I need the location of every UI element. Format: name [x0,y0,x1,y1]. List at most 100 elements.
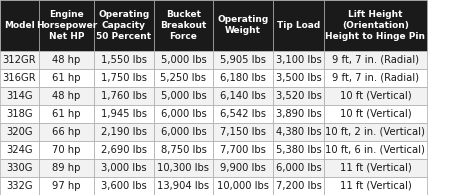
Bar [94,105,154,123]
Bar [324,105,427,123]
Text: Tip Load: Tip Load [277,21,320,30]
Bar [273,123,324,141]
Bar [213,141,273,159]
Text: 89 hp: 89 hp [52,163,81,173]
Bar [39,123,94,141]
Text: 1,750 lbs: 1,750 lbs [100,73,147,83]
Text: 61 hp: 61 hp [52,73,81,83]
Bar [94,0,154,51]
Text: 10 ft, 6 in. (Vertical): 10 ft, 6 in. (Vertical) [326,145,425,155]
Text: 2,190 lbs: 2,190 lbs [100,127,147,137]
Text: 3,500 lbs: 3,500 lbs [276,73,321,83]
Text: 66 hp: 66 hp [52,127,81,137]
Text: 70 hp: 70 hp [52,145,81,155]
Bar [213,87,273,105]
Text: 3,890 lbs: 3,890 lbs [276,109,321,119]
Bar [39,87,94,105]
Bar [324,0,427,51]
Text: 3,100 lbs: 3,100 lbs [276,55,321,65]
Bar [324,69,427,87]
Bar [39,51,94,69]
Text: 1,945 lbs: 1,945 lbs [100,109,147,119]
Text: 9 ft, 7 in. (Radial): 9 ft, 7 in. (Radial) [332,73,419,83]
Bar [39,69,94,87]
Text: 9 ft, 7 in. (Radial): 9 ft, 7 in. (Radial) [332,55,419,65]
Bar [273,0,324,51]
Bar [324,123,427,141]
Text: 10,300 lbs: 10,300 lbs [157,163,210,173]
Bar [154,159,213,177]
Bar [39,159,94,177]
Bar [154,177,213,195]
Bar [0,105,39,123]
Text: 6,000 lbs: 6,000 lbs [161,109,206,119]
Text: 318G: 318G [6,109,33,119]
Bar [154,51,213,69]
Text: 7,150 lbs: 7,150 lbs [220,127,266,137]
Text: 1,550 lbs: 1,550 lbs [100,55,147,65]
Bar [94,123,154,141]
Text: 9,900 lbs: 9,900 lbs [220,163,266,173]
Text: 5,905 lbs: 5,905 lbs [220,55,266,65]
Bar [0,177,39,195]
Text: 320G: 320G [6,127,33,137]
Text: 10 ft (Vertical): 10 ft (Vertical) [339,109,411,119]
Bar [154,87,213,105]
Bar [154,123,213,141]
Text: 8,750 lbs: 8,750 lbs [161,145,206,155]
Text: 330G: 330G [6,163,33,173]
Text: 3,520 lbs: 3,520 lbs [276,91,321,101]
Bar [94,159,154,177]
Bar [324,159,427,177]
Text: Engine
Horsepower
Net HP: Engine Horsepower Net HP [36,10,97,41]
Text: 48 hp: 48 hp [52,91,81,101]
Bar [39,105,94,123]
Text: 332G: 332G [6,181,33,191]
Bar [94,69,154,87]
Text: 3,000 lbs: 3,000 lbs [101,163,146,173]
Bar [0,0,39,51]
Bar [0,51,39,69]
Bar [324,51,427,69]
Text: 2,690 lbs: 2,690 lbs [100,145,147,155]
Text: 5,250 lbs: 5,250 lbs [160,73,207,83]
Bar [324,177,427,195]
Bar [39,0,94,51]
Bar [213,0,273,51]
Text: 1,760 lbs: 1,760 lbs [100,91,147,101]
Text: 11 ft (Vertical): 11 ft (Vertical) [339,181,411,191]
Text: 97 hp: 97 hp [52,181,81,191]
Text: 4,380 lbs: 4,380 lbs [276,127,321,137]
Text: 312GR: 312GR [3,55,36,65]
Bar [94,141,154,159]
Text: Bucket
Breakout
Force: Bucket Breakout Force [160,10,207,41]
Text: 10 ft, 2 in. (Vertical): 10 ft, 2 in. (Vertical) [326,127,425,137]
Bar [213,105,273,123]
Text: 6,542 lbs: 6,542 lbs [220,109,266,119]
Bar [273,105,324,123]
Bar [94,177,154,195]
Bar [273,87,324,105]
Bar [324,141,427,159]
Text: 314G: 314G [6,91,33,101]
Text: 11 ft (Vertical): 11 ft (Vertical) [339,163,411,173]
Bar [154,0,213,51]
Text: Operating
Capacity
50 Percent: Operating Capacity 50 Percent [96,10,151,41]
Text: 6,000 lbs: 6,000 lbs [161,127,206,137]
Bar [154,69,213,87]
Bar [213,177,273,195]
Text: 13,904 lbs: 13,904 lbs [157,181,210,191]
Text: 10 ft (Vertical): 10 ft (Vertical) [339,91,411,101]
Text: 61 hp: 61 hp [52,109,81,119]
Bar [273,159,324,177]
Text: 48 hp: 48 hp [52,55,81,65]
Bar [0,69,39,87]
Bar [213,51,273,69]
Bar [0,87,39,105]
Text: 6,180 lbs: 6,180 lbs [220,73,266,83]
Text: 7,700 lbs: 7,700 lbs [220,145,266,155]
Text: 6,000 lbs: 6,000 lbs [276,163,321,173]
Text: 5,380 lbs: 5,380 lbs [276,145,321,155]
Text: Model: Model [4,21,35,30]
Bar [273,51,324,69]
